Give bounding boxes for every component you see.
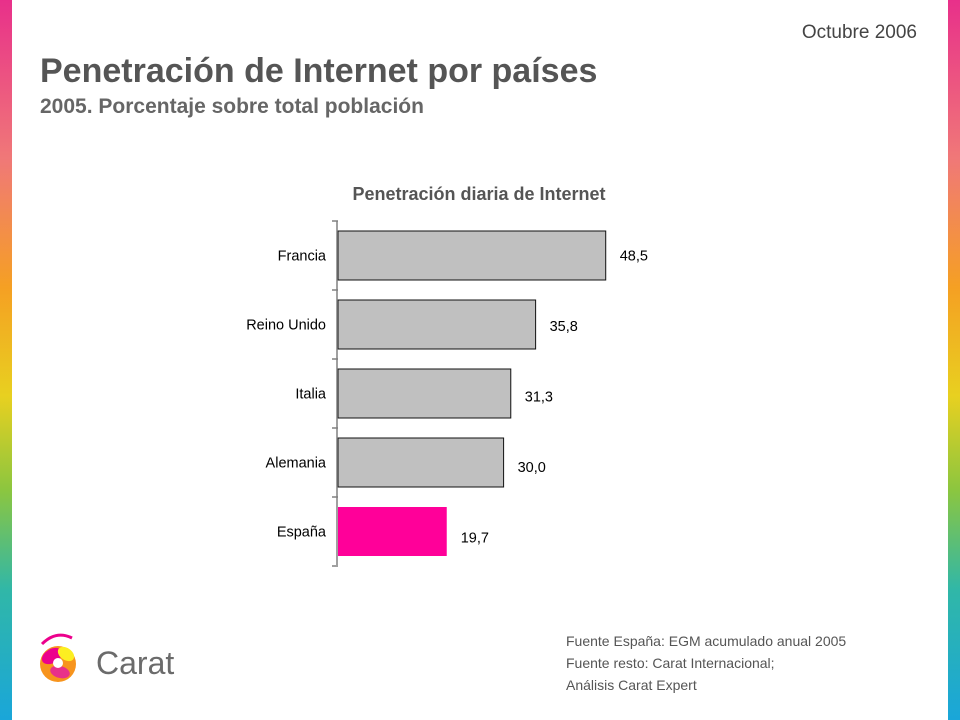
bar-reino-unido	[337, 299, 537, 350]
bar-francia	[337, 230, 607, 281]
bars-group: Francia 48,5 Reino Unido 35,8 Italia 31,3 Alem…	[246, 230, 648, 556]
page-title: Penetración de Internet por países	[40, 52, 598, 90]
left-color-stripe	[0, 0, 12, 720]
category-label: Reino Unido	[246, 318, 326, 334]
bar-italia	[337, 368, 512, 419]
bar-alemania	[337, 437, 505, 488]
right-color-stripe	[948, 0, 960, 720]
category-label: Francia	[278, 249, 327, 265]
source-line-spain: Fuente España: EGM acumulado anual 2005	[566, 633, 847, 649]
axis-ticks	[332, 220, 338, 567]
chart-title: Penetración diaria de Internet	[352, 184, 605, 204]
logo-wordmark: Carat	[96, 645, 174, 681]
value-label: 31,3	[525, 390, 553, 406]
value-label: 48,5	[620, 249, 648, 265]
category-label: Italia	[295, 387, 327, 403]
source-line-analysis: Análisis Carat Expert	[566, 677, 697, 693]
category-label: Alemania	[266, 456, 327, 472]
page-subtitle: 2005. Porcentaje sobre total población	[40, 95, 424, 118]
category-label: España	[277, 525, 327, 541]
bar-españa	[338, 507, 447, 556]
value-label: 35,8	[550, 319, 578, 335]
carat-logo: Carat	[40, 633, 174, 682]
carat-flower-icon	[40, 633, 76, 682]
value-label: 19,7	[461, 531, 489, 547]
value-label: 30,0	[518, 460, 546, 476]
source-line-rest: Fuente resto: Carat Internacional;	[566, 655, 775, 671]
source-notes: Fuente España: EGM acumulado anual 2005 …	[566, 630, 846, 696]
report-date: Octubre 2006	[801, 22, 917, 43]
